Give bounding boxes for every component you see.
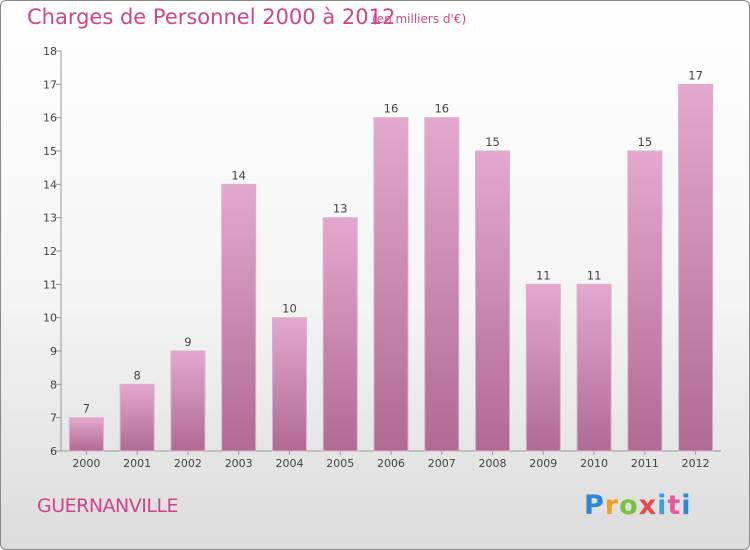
bar [170,350,206,452]
y-tick-label: 14 [43,178,57,191]
y-tick-label: 16 [43,112,57,125]
bar-value-label: 9 [184,335,191,349]
y-tick-label: 12 [43,245,57,258]
x-tick-label: 2002 [174,457,202,470]
chart-title: Charges de Personnel 2000 à 2012 [27,5,396,29]
bar-value-label: 17 [688,68,703,82]
bar [271,317,307,452]
bar [475,150,511,452]
bar-value-label: 15 [638,135,653,149]
proxiti-logo: Proxiti [584,490,692,521]
x-tick-label: 2011 [631,457,659,470]
x-tick-label: 2005 [326,457,354,470]
bar [322,217,358,452]
x-tick-label: 2006 [377,457,405,470]
bar [119,383,155,452]
y-tick-label: 10 [43,312,57,325]
y-tick-label: 9 [50,345,57,358]
y-tick-label: 7 [50,412,57,425]
x-tick-label: 2010 [580,457,608,470]
y-tick-label: 17 [43,78,57,91]
y-tick-label: 18 [43,45,57,58]
bar [373,117,409,452]
bar-value-label: 10 [282,302,297,316]
x-tick-label: 2012 [682,457,710,470]
y-tick-label: 11 [43,278,57,291]
chart-subtitle: (en milliers d'€) [372,12,467,26]
y-tick-label: 13 [43,212,57,225]
bar [678,83,714,452]
bar-value-label: 8 [133,368,140,382]
bar [525,283,561,452]
bar [68,417,104,452]
x-tick-label: 2008 [479,457,507,470]
bar-value-label: 16 [384,102,399,116]
bar [627,150,663,452]
y-tick-label: 15 [43,145,57,158]
bar-value-label: 11 [587,268,602,282]
x-tick-label: 2001 [123,457,151,470]
bar [221,183,257,452]
y-tick-label: 6 [50,445,57,458]
x-tick-label: 2007 [428,457,456,470]
bar-value-label: 15 [485,135,500,149]
y-tick-label: 8 [50,378,57,391]
bar-value-label: 14 [231,168,246,182]
bar-value-label: 13 [333,202,348,216]
x-tick-label: 2000 [72,457,100,470]
bar [424,117,460,452]
x-tick-label: 2009 [529,457,557,470]
bar-value-label: 16 [434,102,449,116]
bar-value-label: 11 [536,268,551,282]
bar [576,283,612,452]
x-tick-label: 2003 [225,457,253,470]
city-name: GUERNANVILLE [37,495,179,517]
x-tick-label: 2004 [275,457,303,470]
bar-value-label: 7 [83,402,90,416]
